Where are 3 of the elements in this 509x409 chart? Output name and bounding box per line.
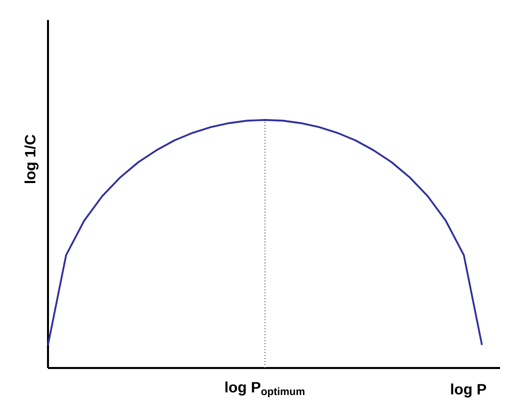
y-axis-title: log 1/C [24, 134, 38, 184]
x-axis-title: log P [451, 384, 486, 398]
text: log P$_{optimum}$ [225, 382, 304, 398]
